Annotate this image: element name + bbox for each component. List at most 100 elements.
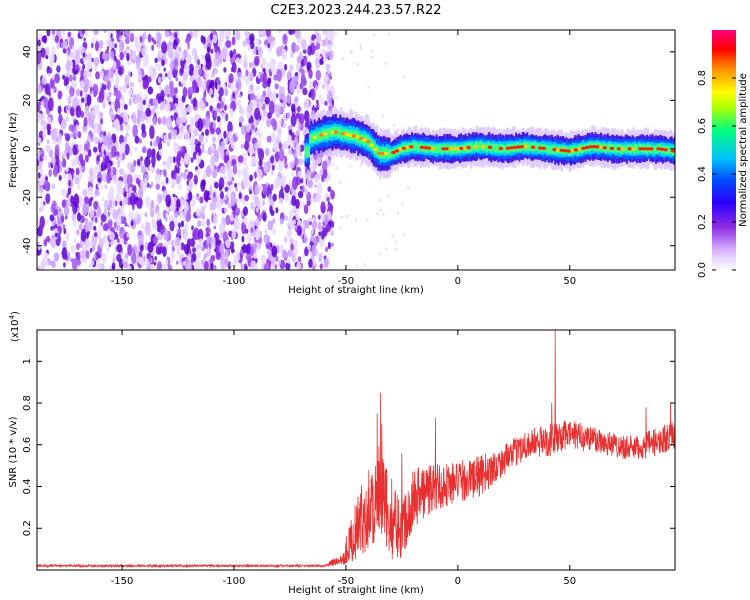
spectrogram-cell: [170, 251, 175, 262]
spectrogram-peak: [552, 148, 557, 152]
spectrogram-cell: [83, 37, 86, 42]
spectrogram-cell: [318, 252, 323, 261]
spectrogram-cell: [129, 186, 133, 193]
spectrogram-cell: [234, 183, 238, 188]
spectrogram-cell: [151, 154, 156, 166]
spectrogram-cell: [141, 47, 147, 57]
spectrogram-cell: [75, 105, 82, 118]
spectrogram-cell: [192, 247, 197, 253]
spectrogram-cell: [210, 143, 215, 152]
spectrogram-cell: [120, 124, 124, 132]
spectrogram-cell: [119, 200, 123, 206]
spectrogram-cell: [186, 53, 192, 64]
spectrogram-cell: [79, 80, 85, 89]
spectrogram-cell: [154, 57, 158, 64]
spectrogram-peak: [663, 148, 668, 152]
spectrogram-cell: [318, 104, 321, 108]
spectrogram-cell: [215, 127, 221, 135]
spectrogram-cell: [235, 89, 239, 95]
spectrogram-cell: [103, 84, 107, 91]
chart-title: C2E3.2023.244.23.57.R22: [270, 3, 441, 18]
spectrogram-cell: [211, 136, 217, 143]
spectrogram-cell: [296, 106, 302, 113]
spectrogram-cell: [219, 232, 223, 239]
spectrogram-cell: [126, 232, 130, 238]
spectrogram-cell: [168, 215, 173, 222]
spectrogram-cell: [164, 92, 167, 97]
spectrogram-cell: [198, 133, 204, 144]
spectrogram-peak: [330, 130, 335, 134]
spectrogram-cell: [244, 141, 250, 151]
spectrogram-cell: [45, 193, 51, 205]
spectrogram-peak: [559, 148, 564, 152]
spectrogram-cell: [162, 246, 167, 257]
spectrogram-cell: [64, 150, 67, 156]
spectrogram-cell: [272, 228, 276, 235]
spectrogram-cell: [76, 49, 80, 54]
spectrogram-cell: [137, 256, 144, 265]
spectrogram-cell: [372, 33, 375, 37]
spectrogram-cell: [80, 159, 86, 167]
spectrogram-cell: [100, 256, 104, 262]
spectrogram-cell: [47, 161, 51, 169]
spectrogram-cell: [144, 156, 151, 168]
spectrogram-cell: [278, 142, 282, 150]
spectrogram-x-ticks: -150 -100 -50 0 50: [111, 30, 576, 287]
spectrogram-cell: [169, 220, 175, 232]
colorbar: 0.0 0.2 0.4 0.6 0.8 Normalized spectral ampl…: [697, 30, 749, 278]
spectrogram-cell: [403, 233, 406, 237]
spectrogram-y-label: Frequency (Hz): [8, 112, 19, 188]
spectrogram-cell: [63, 228, 67, 235]
spectrogram-cell: [127, 191, 132, 197]
spectrogram-cell: [265, 67, 269, 74]
spectrogram-cell: [335, 96, 338, 100]
spectrogram-cell: [48, 67, 53, 74]
spectrogram-cell: [263, 162, 269, 174]
spectrogram-cell: [109, 67, 115, 78]
spectrogram-cell: [335, 166, 338, 170]
spectrogram-cell: [86, 134, 91, 142]
spectrogram-cell: [209, 201, 215, 211]
spectrogram-cell: [318, 231, 321, 236]
spectrogram-cell: [150, 70, 155, 80]
spectrogram-cell: [214, 265, 217, 270]
spectrogram-cell: [213, 165, 217, 170]
spectrogram-cell: [156, 193, 162, 204]
spectrogram-cell: [239, 115, 244, 122]
spectrogram-cell: [151, 108, 156, 115]
spectrogram-cell: [59, 152, 64, 157]
spectrogram-cell: [37, 215, 40, 227]
spectrogram-cell: [89, 247, 93, 253]
spectrogram-cell: [111, 262, 116, 270]
spectrogram-peak: [398, 147, 403, 151]
spectrogram-cell: [67, 187, 72, 195]
spectrogram-cell: [354, 219, 358, 223]
spectrogram-cell: [128, 71, 131, 77]
spectrogram-cell: [257, 73, 261, 79]
spectrogram-cell: [174, 236, 181, 247]
spectrogram-cell: [231, 36, 236, 46]
spectrogram-cell: [240, 124, 247, 135]
spectrogram-cell: [195, 243, 199, 251]
spectrogram-cell: [317, 221, 322, 231]
spectrogram-cell: [356, 62, 359, 67]
spectrogram-cell: [46, 122, 51, 133]
spectrogram-cell: [90, 177, 94, 184]
spectrogram-cell: [394, 240, 397, 244]
spectrogram-cell: [278, 85, 285, 100]
spectrogram-cell: [278, 148, 285, 162]
snr-x-tick-label: -100: [223, 576, 246, 587]
spectrogram-peak: [391, 150, 396, 155]
spectrogram-cell: [64, 215, 68, 220]
spectrogram-cell: [117, 66, 123, 76]
spectrogram-cell: [376, 212, 379, 216]
spectrogram-cell: [39, 193, 44, 200]
spectrogram-cell: [72, 220, 77, 227]
spectrogram-cell: [294, 157, 299, 166]
spectrogram-cell: [184, 62, 190, 75]
spectrogram-cell: [201, 219, 205, 227]
snr-x-tick-label: -50: [338, 576, 354, 587]
spectrogram-cell: [126, 52, 130, 62]
spectrogram-cell: [213, 69, 218, 76]
spectrogram-cell: [128, 88, 133, 96]
